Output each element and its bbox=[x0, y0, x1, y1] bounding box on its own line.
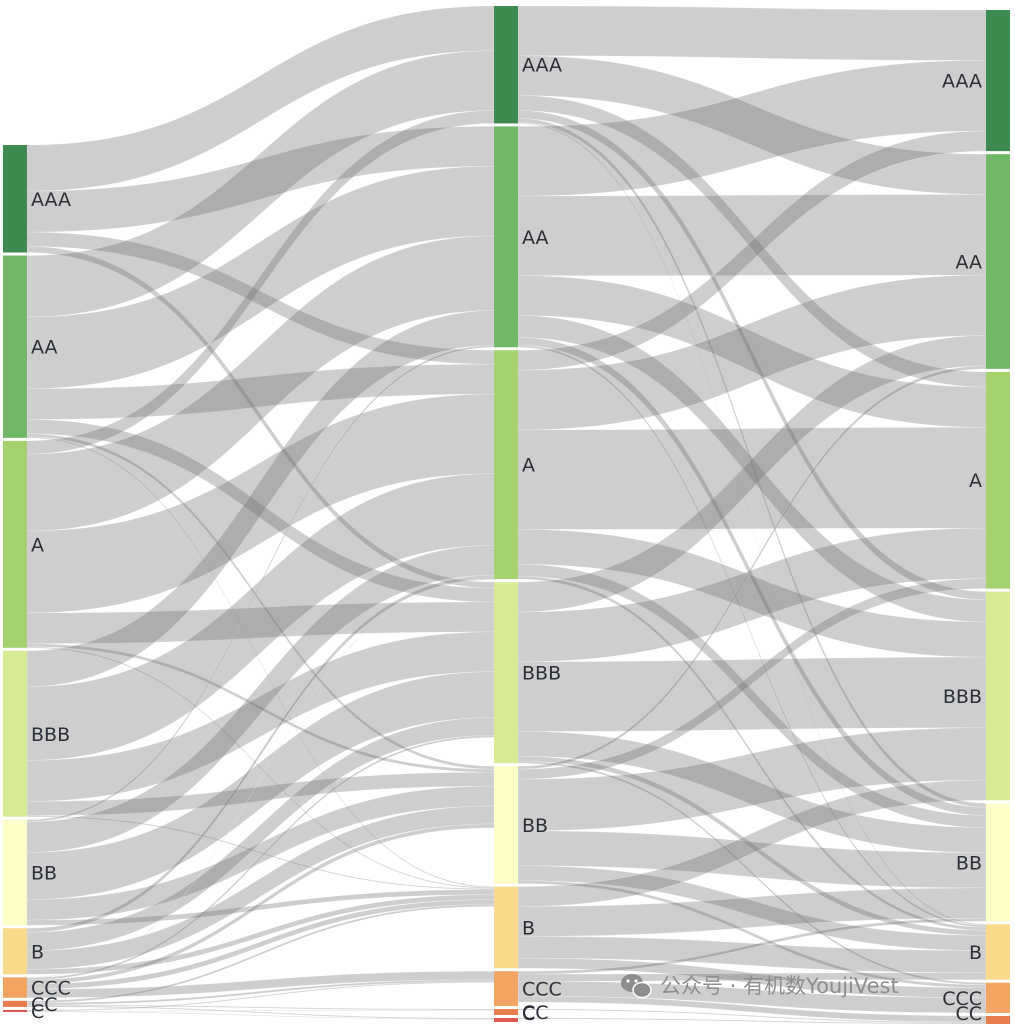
node-col3-a bbox=[986, 371, 1010, 589]
label-col3-bbb: BBB bbox=[943, 686, 982, 708]
node-col2-bbb bbox=[494, 582, 518, 764]
node-col1-ccc bbox=[3, 977, 27, 998]
label-col1-a: A bbox=[31, 534, 44, 556]
label-col3-a: A bbox=[969, 470, 982, 492]
label-col3-b: B bbox=[969, 942, 982, 964]
label-col2-bb: BB bbox=[522, 815, 548, 837]
node-col2-cc bbox=[494, 1009, 518, 1016]
label-col3-ccc: CCC bbox=[942, 988, 982, 1010]
node-col1-c bbox=[3, 1009, 27, 1012]
node-col1-aaa bbox=[3, 145, 27, 253]
node-col2-bb bbox=[494, 766, 518, 884]
label-col2-b: B bbox=[522, 917, 535, 939]
label-col1-ccc: CCC bbox=[31, 978, 71, 1000]
label-col3-aa: AA bbox=[955, 252, 982, 274]
link-C-to-CC bbox=[26, 1009, 495, 1012]
label-col2-ccc: CCC bbox=[522, 979, 562, 1001]
node-col1-bb bbox=[3, 819, 27, 926]
node-col3-bbb bbox=[986, 591, 1010, 801]
label-col1-c: C bbox=[31, 1001, 44, 1023]
node-col1-aa bbox=[3, 255, 27, 438]
node-col1-bbb bbox=[3, 650, 27, 817]
link-AA-to-AA bbox=[517, 194, 987, 276]
label-col1-aa: AA bbox=[31, 337, 58, 359]
link-CCC-to-BB bbox=[517, 917, 987, 975]
node-col3-ccc bbox=[986, 982, 1010, 1013]
link-BBB-to-BBB bbox=[517, 656, 987, 732]
label-col2-a: A bbox=[522, 455, 535, 477]
node-col2-a bbox=[494, 350, 518, 580]
node-col3-aa bbox=[986, 154, 1010, 369]
link-C-to-CC bbox=[517, 1017, 987, 1024]
watermark: 公众号 · 有机数YoujiVest bbox=[621, 974, 899, 999]
label-col2-aaa: AAA bbox=[522, 55, 562, 77]
node-col1-cc bbox=[3, 1000, 27, 1007]
wechat-icon bbox=[621, 974, 652, 999]
label-col2-aa: AA bbox=[522, 227, 549, 249]
label-col1-b: B bbox=[31, 941, 44, 963]
nodes-layer bbox=[3, 6, 1010, 1024]
node-col2-c bbox=[494, 1018, 518, 1022]
label-col1-bbb: BBB bbox=[31, 724, 70, 746]
link-CCC-to-A bbox=[26, 578, 495, 979]
label-col2-cc: CC bbox=[522, 1002, 549, 1024]
label-col1-cc: CC bbox=[31, 994, 58, 1016]
node-col1-a bbox=[3, 440, 27, 648]
label-col3-cc: CC bbox=[955, 1003, 982, 1024]
node-col2-b bbox=[494, 886, 518, 969]
node-col3-cc bbox=[986, 1015, 1010, 1024]
label-col3-bb: BB bbox=[956, 852, 982, 874]
node-col3-bb bbox=[986, 803, 1010, 922]
label-col1-bb: BB bbox=[31, 862, 57, 884]
labels-layer: AAAAAABBBBBBCCCCCCAAAAAABBBBBBCCCCCCAAAA… bbox=[31, 55, 982, 1024]
node-col2-aaa bbox=[494, 6, 518, 124]
watermark-text: 公众号 · 有机数YoujiVest bbox=[660, 974, 899, 998]
label-col3-aaa: AAA bbox=[942, 71, 982, 93]
node-col3-aaa bbox=[986, 10, 1010, 152]
node-col2-aa bbox=[494, 126, 518, 348]
link-AAA-to-AAA bbox=[517, 5, 987, 61]
node-col3-b bbox=[986, 924, 1010, 980]
label-col2-bbb: BBB bbox=[522, 663, 561, 685]
link-BB-to-AA bbox=[26, 345, 495, 823]
node-col1-b bbox=[3, 928, 27, 975]
links-layer bbox=[26, 5, 987, 1024]
node-col2-ccc bbox=[494, 971, 518, 1007]
label-col2-c: C bbox=[522, 1003, 535, 1024]
label-col1-aaa: AAA bbox=[31, 189, 71, 211]
